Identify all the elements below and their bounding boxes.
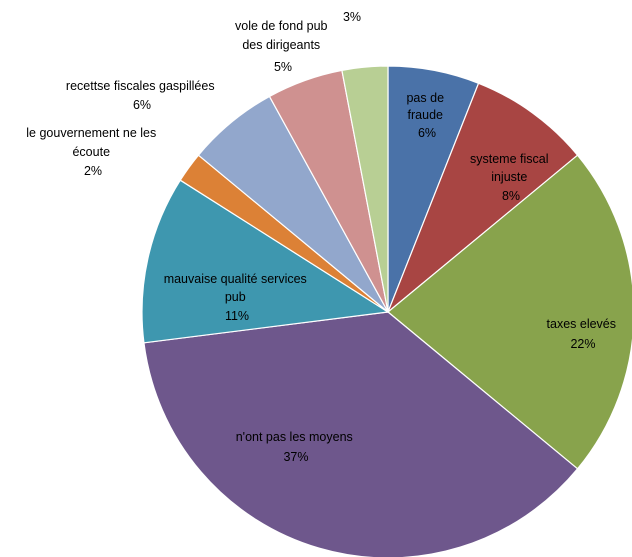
pie-slices	[141, 65, 632, 557]
slice-label-systeme-fiscal-injuste: systeme fiscal injuste 8%	[470, 152, 552, 203]
slice-label-nont-pas-les-moyens: n'ont pas les moyens 37%	[236, 430, 357, 464]
pie-slice-2	[387, 154, 632, 470]
slice-label-recettes-fiscales: recettse fiscales gaspillées 6%	[66, 79, 218, 112]
slice-label-vole-de-fond: vole de fond pub des dirigeants 5%	[235, 19, 331, 74]
slice-label-3pct: 3%	[343, 10, 361, 24]
pie-slice-4	[141, 179, 389, 344]
slice-label-mauvaise-qualite: mauvaise qualité services pub 11%	[164, 272, 311, 323]
pie-slice-3	[143, 311, 579, 557]
slice-label-taxes-eleves: taxes elevés 22%	[547, 317, 620, 351]
slice-label-gouvernement: le gouvernement ne les écoute 2%	[26, 126, 159, 178]
pie-slice-8	[341, 65, 389, 313]
slice-label-pas-de-fraude: pas de fraude 6%	[406, 91, 447, 140]
pie-slice-1	[387, 82, 579, 313]
